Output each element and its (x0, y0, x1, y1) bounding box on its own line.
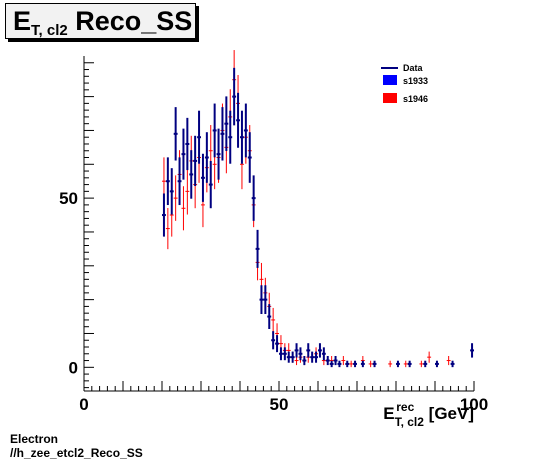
data-point-s1933 (302, 355, 307, 366)
data-point-s1933 (306, 343, 311, 358)
data-point-s1933 (271, 331, 276, 350)
legend-data-label: Data (403, 63, 424, 73)
histogram-title: ET, cl2 Reco_SS (5, 3, 196, 39)
data-point-s1933 (360, 360, 365, 368)
data-point-s1946 (185, 168, 190, 215)
x-axis-title-base: E (383, 404, 395, 423)
footer-label: Electron (10, 432, 59, 446)
data-point-s1933 (251, 175, 256, 221)
data-point-s1933 (208, 160, 213, 209)
data-point-s1933 (294, 343, 299, 358)
data-point-s1933 (162, 193, 166, 237)
data-point-s1946 (165, 207, 170, 250)
x-axis-title-sub: T, cl2 (394, 415, 424, 429)
data-point-s1933 (450, 360, 455, 368)
data-point-s1933 (282, 347, 287, 361)
data-point-s1933 (314, 351, 318, 363)
title-rest: Reco_SS (67, 6, 193, 36)
data-point-s1933 (321, 347, 326, 361)
data-point-s1933 (372, 360, 377, 368)
data-point-s1933 (286, 351, 291, 363)
footer-caption: Electron //h_zee_etcl2_Reco_SS (10, 432, 143, 460)
data-point-s1946 (446, 355, 451, 366)
y-tick-label: 50 (59, 189, 78, 208)
data-point-s1933 (181, 128, 186, 180)
data-point-s1933 (197, 110, 201, 164)
data-point-s1933 (220, 107, 225, 161)
series-s1933 (162, 67, 474, 368)
x-axis-title-sup: rec (396, 400, 415, 414)
legend-s1946-swatch (383, 93, 397, 103)
data-point-s1933 (298, 347, 303, 361)
data-point-s1933 (212, 103, 217, 158)
data-point-s1933 (423, 360, 428, 368)
data-point-s1946 (388, 360, 393, 368)
data-point-s1946 (341, 355, 346, 366)
data-point-s1933 (353, 360, 357, 368)
legend-s1933-swatch (383, 75, 397, 85)
data-point-s1933 (259, 285, 264, 315)
data-point-s1933 (345, 360, 350, 368)
data-point-s1946 (427, 351, 432, 363)
data-point-s1933 (173, 107, 178, 161)
data-point-s1933 (169, 168, 174, 215)
data-point-s1933 (407, 360, 412, 368)
data-point-s1933 (216, 128, 221, 180)
data-point-s1933 (275, 335, 279, 353)
data-point-s1933 (243, 103, 248, 158)
legend-s1946-label: s1946 (403, 94, 428, 104)
data-point-s1933 (232, 67, 237, 126)
data-point-s1946 (271, 307, 276, 332)
x-axis-title-unit: [GeV] (423, 404, 474, 423)
title-main: E (13, 6, 32, 36)
data-point-s1933 (396, 360, 400, 368)
data-point-s1933 (333, 355, 338, 366)
data-point-s1933 (337, 360, 342, 368)
data-point-s1933 (310, 351, 315, 363)
data-point-s1933 (263, 285, 268, 315)
data-point-s1933 (240, 110, 244, 164)
title-subscript: T, cl2 (31, 22, 68, 39)
data-point-s1933 (255, 229, 260, 268)
data-point-s1946 (181, 186, 186, 231)
data-point-s1933 (189, 150, 194, 199)
data-point-s1933 (165, 157, 170, 206)
data-point-s1946 (368, 360, 373, 368)
data-point-s1933 (318, 343, 322, 358)
data-point-s1933 (193, 135, 198, 187)
data-point-s1946 (173, 175, 178, 221)
data-point-s1946 (419, 360, 424, 368)
data-point-s1946 (349, 360, 354, 368)
data-point-s1933 (290, 351, 295, 363)
data-point-s1933 (224, 96, 229, 151)
data-point-s1933 (325, 355, 330, 366)
tick-labels: 0 50 100 0 50 (59, 189, 488, 414)
x-tick-label: 0 (79, 395, 88, 414)
data-point-s1933 (177, 157, 182, 206)
data-point-s1933 (329, 360, 334, 368)
y-tick-label: 0 (69, 358, 78, 377)
data-point-s1933 (435, 360, 439, 368)
data-point-s1946 (403, 360, 408, 368)
legend: Data s1933 s1946 (381, 63, 428, 104)
data-point-s1933 (204, 132, 209, 183)
x-tick-label: 50 (270, 395, 289, 414)
data-point-s1933 (236, 92, 240, 148)
data-point-s1933 (247, 132, 252, 183)
data-point-s1933 (267, 304, 272, 330)
data-point-s1933 (201, 153, 205, 202)
footer-path: //h_zee_etcl2_Reco_SS (10, 446, 143, 460)
data-point-s1933 (228, 110, 233, 164)
data-point-s1933 (185, 117, 190, 171)
x-tick-label: 100 (460, 395, 488, 414)
data-point-s1933 (279, 347, 283, 361)
legend-s1933-label: s1933 (403, 76, 428, 86)
data-point-s1933 (470, 343, 474, 358)
axis-ticks (83, 62, 475, 391)
